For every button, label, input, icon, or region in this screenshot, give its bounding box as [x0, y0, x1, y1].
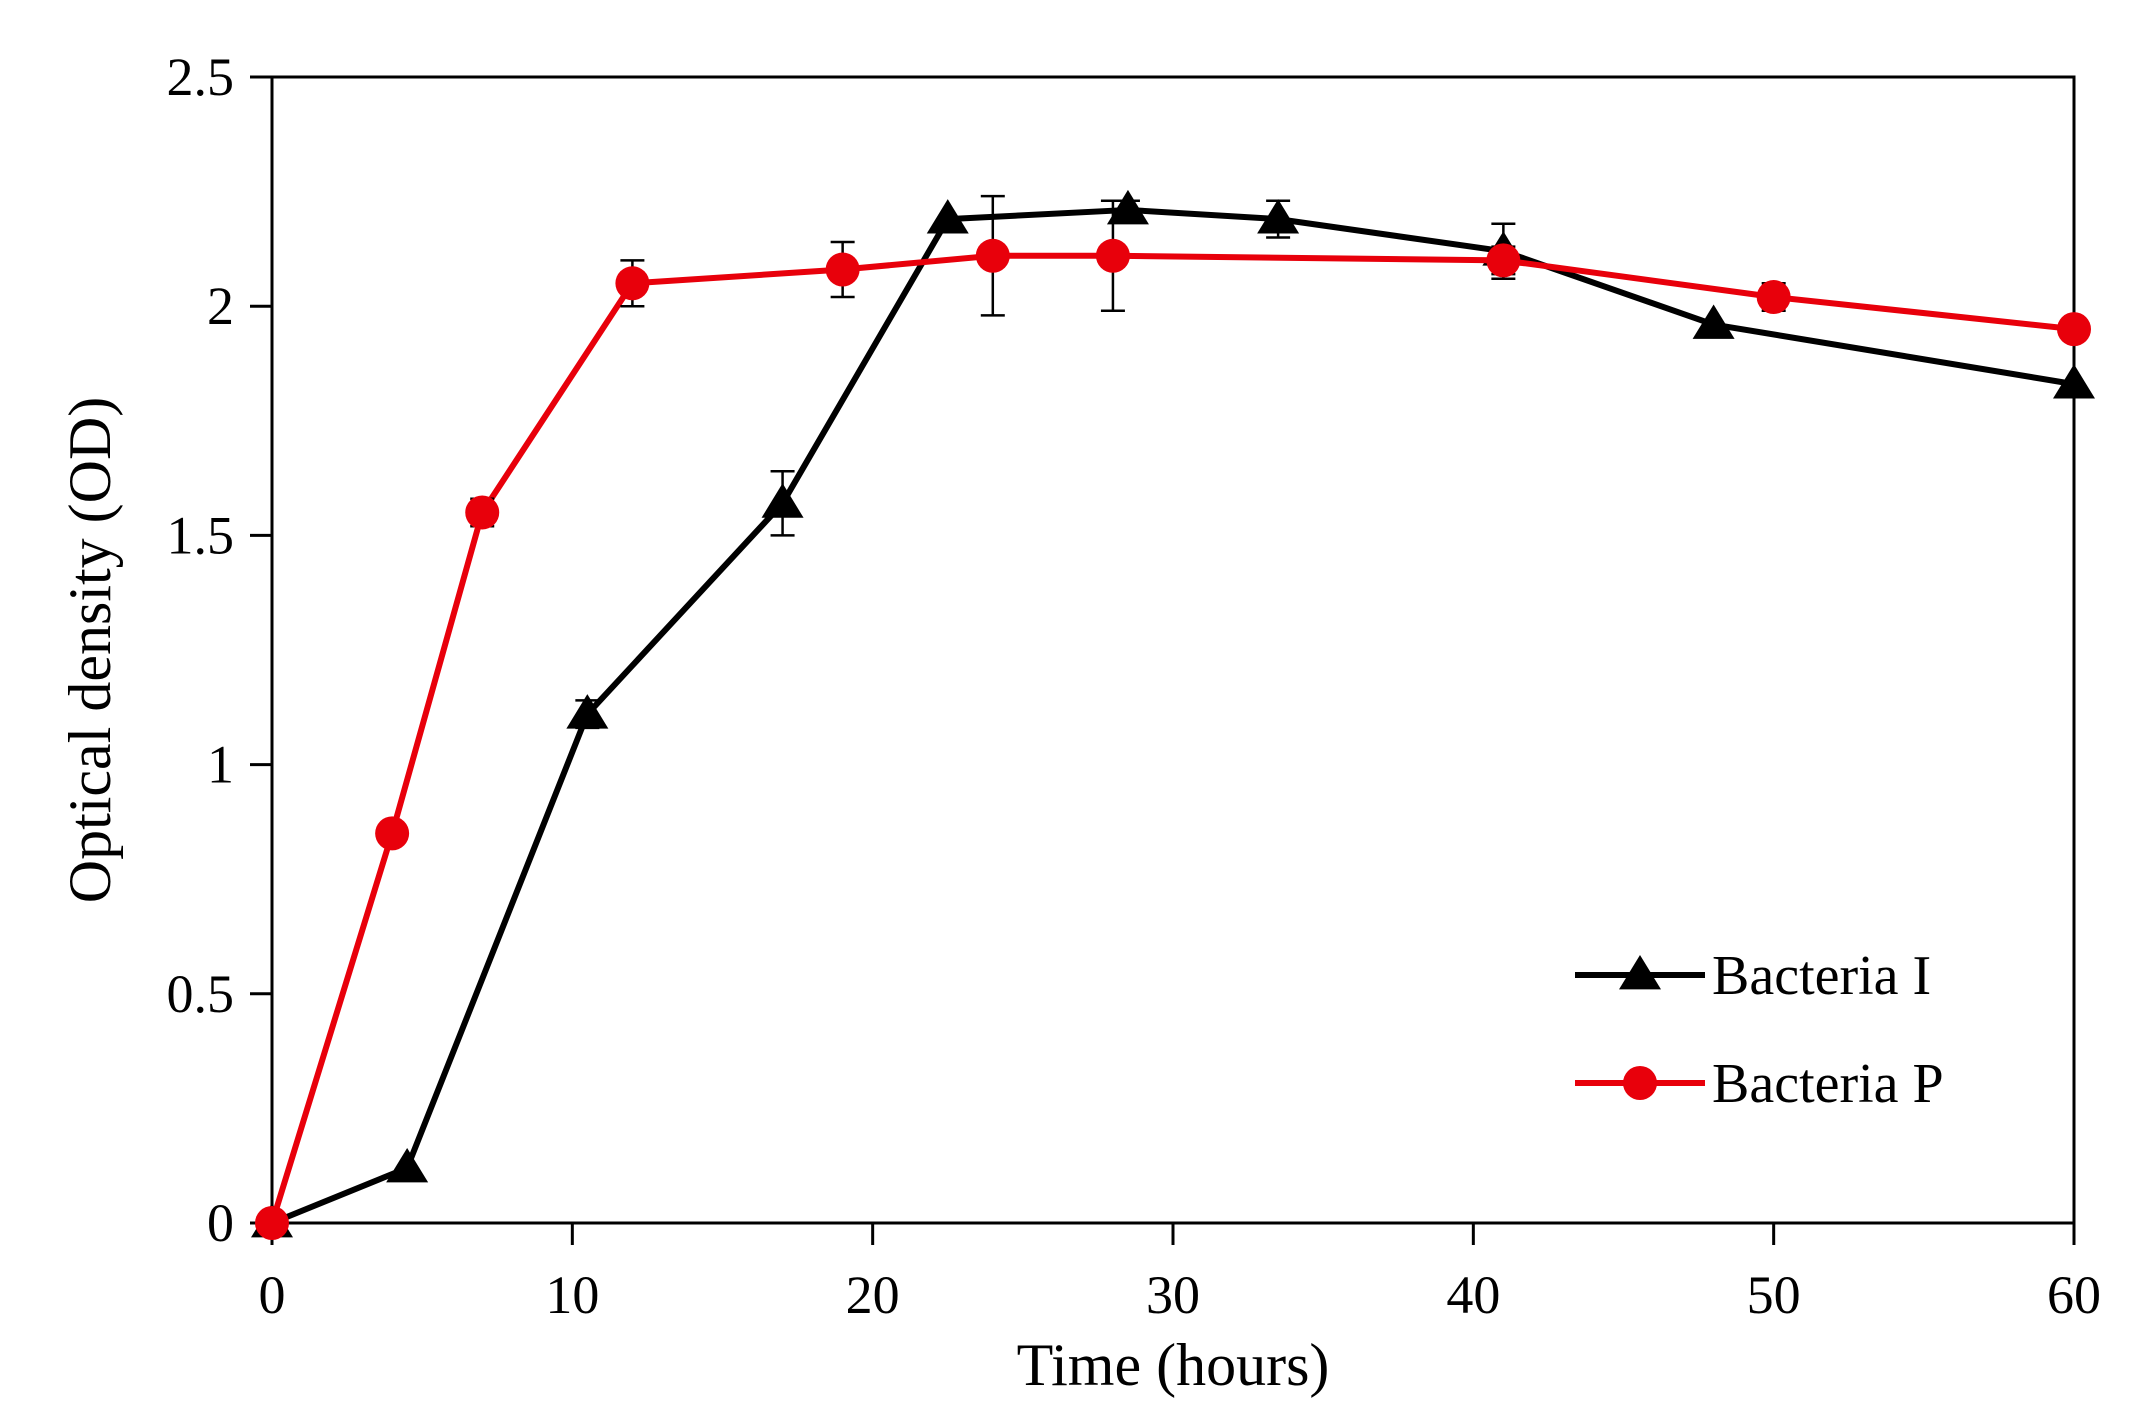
- legend: Bacteria I Bacteria P: [1575, 945, 1944, 1115]
- data-point-triangle: [386, 1147, 429, 1183]
- y-tick-label: 0.5: [167, 964, 235, 1024]
- x-tick-label: 30: [1146, 1265, 1200, 1325]
- data-point-circle: [465, 495, 500, 530]
- data-point-triangle: [926, 199, 969, 234]
- data-point-circle: [2057, 312, 2091, 347]
- data-point-circle: [1486, 243, 1521, 278]
- x-axis-title: Time (hours): [1017, 1332, 1330, 1398]
- x-tick-label: 60: [2047, 1265, 2101, 1325]
- y-tick-label: 1.5: [167, 505, 235, 565]
- series-line-bacteria-p: [269, 252, 2075, 1224]
- x-tick-label: 10: [545, 1265, 599, 1325]
- data-point-circle: [615, 266, 650, 301]
- x-tick-label: 50: [1747, 1265, 1801, 1325]
- data-point-circle: [375, 816, 410, 851]
- data-point-triangle: [1692, 304, 1735, 339]
- y-tick-label: 0: [207, 1193, 234, 1253]
- data-point-circle: [825, 252, 860, 287]
- data-point-circle: [255, 1206, 289, 1240]
- data-point-circle: [975, 238, 1010, 273]
- x-tick-label: 0: [259, 1265, 286, 1325]
- data-point-triangle: [566, 694, 609, 729]
- y-axis-ticks: 0 0.5 1 1.5 2 2.5: [167, 47, 272, 1253]
- x-tick-label: 40: [1446, 1265, 1500, 1325]
- data-point-circle: [1095, 238, 1130, 273]
- data-point-triangle: [761, 483, 804, 518]
- y-tick-label: 2.5: [167, 47, 235, 107]
- x-axis-ticks: 0 10 20 30 40 50 60: [259, 1223, 2101, 1325]
- legend-label-bacteria-i: Bacteria I: [1712, 945, 1931, 1007]
- series-line-bacteria-i: [270, 206, 2075, 1226]
- series-bacteria-p: [255, 194, 2091, 1240]
- series-layer: [251, 189, 2095, 1240]
- y-tick-label: 1: [207, 735, 234, 795]
- legend-label-bacteria-p: Bacteria P: [1712, 1053, 1944, 1115]
- data-point-triangle: [1106, 189, 1149, 225]
- y-tick-label: 2: [207, 276, 234, 336]
- x-tick-label: 20: [846, 1265, 900, 1325]
- y-axis-title: Optical density (OD): [57, 397, 123, 904]
- data-point-triangle: [1257, 199, 1300, 234]
- legend-marker-triangle: [1619, 955, 1661, 990]
- data-point-circle: [1756, 280, 1791, 315]
- data-point-triangle: [2053, 364, 2095, 399]
- legend-marker-circle: [1623, 1066, 1657, 1100]
